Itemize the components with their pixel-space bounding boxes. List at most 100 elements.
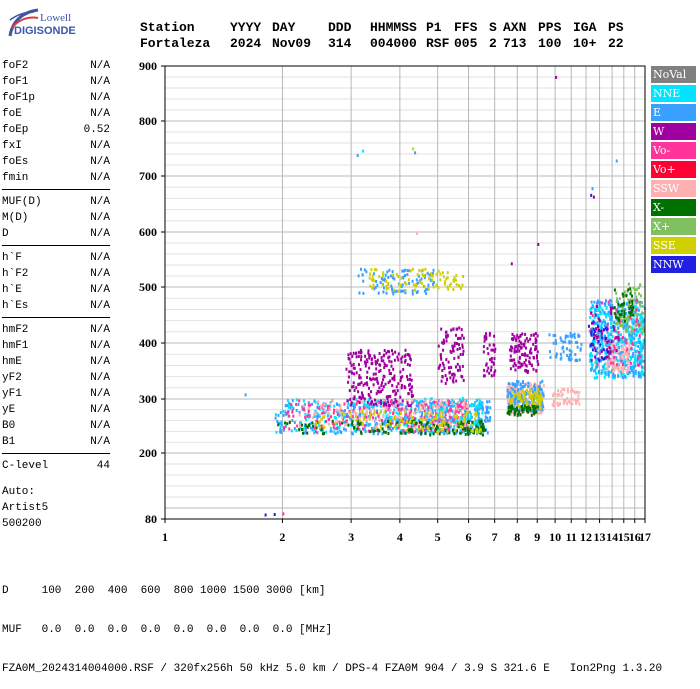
echo-point	[628, 333, 631, 337]
echo-point	[638, 334, 641, 338]
echo-point	[638, 302, 641, 306]
echo-point	[453, 420, 455, 424]
echo-point	[631, 334, 633, 338]
echo-point	[630, 317, 633, 321]
echo-point	[419, 403, 422, 407]
echo-point	[402, 368, 405, 371]
echo-point	[481, 428, 484, 432]
echo-point	[603, 367, 606, 371]
echo-point	[374, 377, 377, 381]
echo-point	[388, 372, 391, 376]
echo-point	[639, 294, 642, 298]
echo-point	[527, 381, 530, 385]
echo-point	[628, 347, 631, 351]
echo-point	[452, 346, 454, 350]
echo-point	[510, 349, 513, 353]
x-tick-label: 10	[549, 530, 561, 544]
echo-point	[472, 429, 475, 433]
echo-point	[442, 401, 445, 405]
echo-point	[396, 421, 399, 425]
param-label: D	[2, 228, 9, 240]
echo-point	[452, 349, 455, 353]
echo-point	[418, 269, 421, 273]
echo-point	[329, 402, 332, 406]
echo-point	[613, 306, 616, 310]
echo-point	[630, 329, 633, 333]
echo-point	[378, 352, 381, 355]
echo-point	[391, 288, 394, 292]
echo-point	[622, 294, 625, 298]
echo-point	[421, 400, 424, 404]
echo-point	[561, 387, 564, 391]
echo-point	[361, 410, 364, 413]
echo-point	[438, 365, 441, 369]
echo-point	[629, 298, 632, 302]
echo-point	[355, 402, 358, 406]
echo-point	[385, 351, 388, 355]
echo-point	[311, 416, 314, 420]
echo-point	[538, 392, 541, 396]
echo-point	[508, 406, 511, 410]
echo-point	[420, 432, 423, 436]
echo-point	[316, 416, 319, 420]
echo-point	[282, 409, 285, 413]
echo-point	[381, 278, 384, 282]
echo-point	[591, 314, 594, 318]
echo-point	[617, 326, 620, 330]
echo-point	[617, 342, 619, 346]
echo-point	[447, 428, 450, 432]
echo-point	[621, 324, 623, 328]
echo-point	[447, 409, 450, 413]
echo-point	[430, 403, 433, 407]
echo-point	[608, 356, 611, 360]
param-value: N/A	[90, 284, 110, 296]
echo-point	[620, 315, 623, 319]
echo-point	[548, 350, 551, 354]
echo-point	[608, 346, 611, 350]
echo-point	[323, 415, 326, 419]
echo-point	[432, 272, 434, 276]
echo-point	[448, 366, 450, 370]
echo-point	[426, 421, 429, 425]
echo-point	[435, 272, 438, 276]
echo-point	[526, 406, 529, 410]
echo-point	[414, 288, 416, 292]
echo-point	[604, 335, 606, 339]
echo-point	[289, 406, 292, 410]
param-value: N/A	[90, 172, 110, 184]
echo-point	[534, 341, 537, 344]
echo-point	[384, 418, 387, 422]
echo-point	[397, 407, 400, 411]
echo-point	[441, 414, 444, 418]
echo-point	[459, 368, 462, 372]
echo-point	[409, 358, 412, 362]
echo-point	[339, 404, 342, 408]
echo-point	[634, 310, 637, 314]
echo-point	[439, 401, 442, 405]
echo-point	[523, 404, 526, 408]
echo-point	[355, 371, 358, 375]
echo-point	[319, 404, 322, 408]
echo-point	[615, 356, 618, 360]
echo-point	[416, 232, 418, 235]
echo-point	[319, 427, 322, 431]
echo-point	[322, 407, 325, 411]
echo-point	[379, 281, 382, 284]
echo-point	[382, 359, 385, 363]
echo-point	[371, 286, 373, 290]
echo-point	[407, 392, 410, 396]
x-tick-label: 5	[435, 530, 441, 544]
echo-point	[311, 421, 314, 425]
echo-point	[348, 389, 351, 393]
echo-point	[371, 274, 374, 278]
echo-point	[437, 405, 440, 409]
echo-point	[612, 339, 615, 343]
echo-point	[589, 308, 592, 312]
echo-point	[381, 282, 384, 286]
echo-point	[567, 390, 569, 394]
echo-point	[508, 410, 511, 414]
echo-point	[608, 303, 611, 307]
echo-point	[299, 426, 302, 430]
echo-point	[368, 403, 371, 407]
